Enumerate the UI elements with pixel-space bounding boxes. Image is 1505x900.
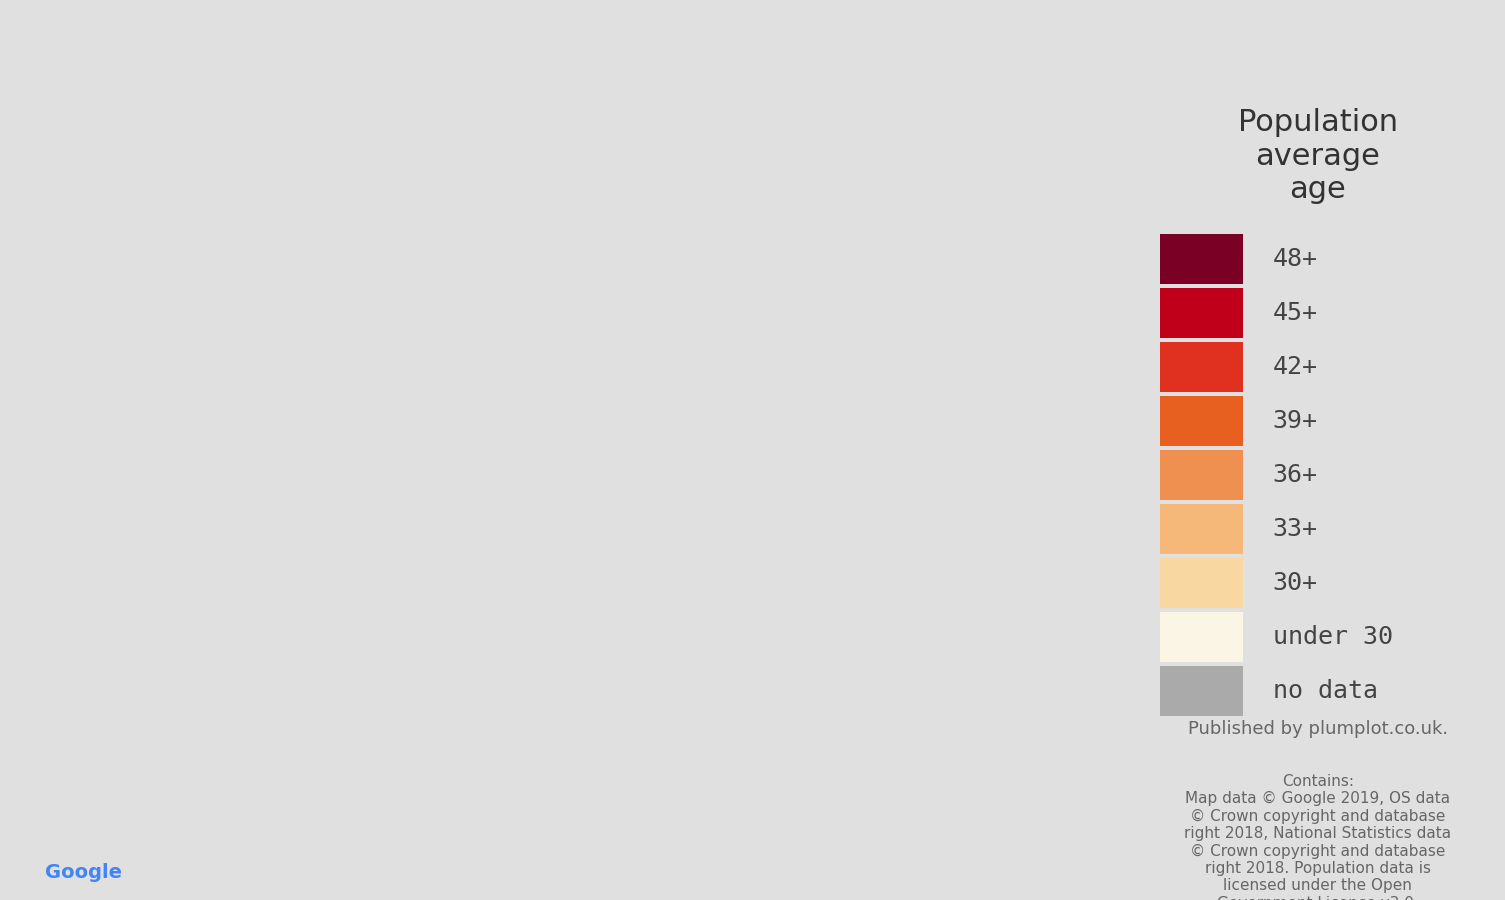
Text: no data: no data <box>1273 679 1377 703</box>
Text: 39+: 39+ <box>1273 409 1318 433</box>
FancyBboxPatch shape <box>1160 666 1243 716</box>
Text: Contains:
Map data © Google 2019, OS data
© Crown copyright and database
right 2: Contains: Map data © Google 2019, OS dat… <box>1184 774 1451 900</box>
FancyBboxPatch shape <box>1160 342 1243 392</box>
Text: 36+: 36+ <box>1273 463 1318 487</box>
Text: Published by plumplot.co.uk.: Published by plumplot.co.uk. <box>1187 720 1448 738</box>
FancyBboxPatch shape <box>1160 504 1243 554</box>
Text: 45+: 45+ <box>1273 301 1318 325</box>
FancyBboxPatch shape <box>1160 234 1243 284</box>
Text: 30+: 30+ <box>1273 571 1318 595</box>
FancyBboxPatch shape <box>1160 450 1243 500</box>
Text: Google: Google <box>45 863 122 882</box>
FancyBboxPatch shape <box>1160 396 1243 446</box>
FancyBboxPatch shape <box>1160 288 1243 338</box>
FancyBboxPatch shape <box>1160 612 1243 662</box>
Text: 48+: 48+ <box>1273 247 1318 271</box>
FancyBboxPatch shape <box>1160 558 1243 608</box>
Text: under 30: under 30 <box>1273 625 1392 649</box>
Text: 42+: 42+ <box>1273 355 1318 379</box>
Text: 33+: 33+ <box>1273 517 1318 541</box>
Text: Population
average
age: Population average age <box>1237 108 1398 204</box>
